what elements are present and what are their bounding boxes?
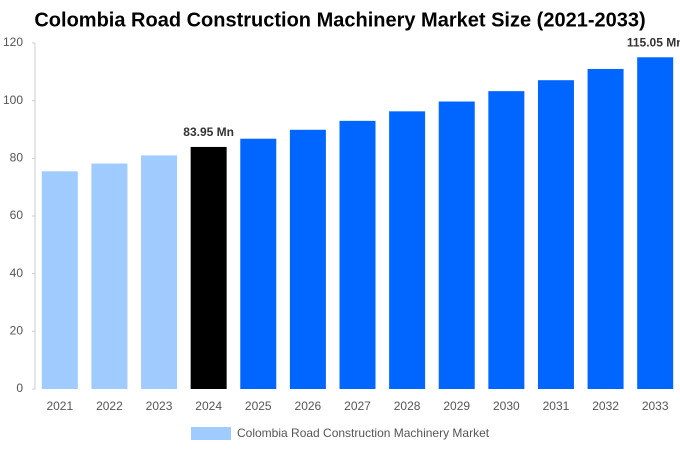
x-tick-label: 2021: [46, 399, 73, 413]
y-tick-label: 80: [10, 151, 24, 165]
x-tick-label: 2030: [493, 399, 520, 413]
bar: [537, 80, 574, 389]
x-tick-label: 2032: [592, 399, 619, 413]
x-tick-label: 2028: [394, 399, 421, 413]
bar: [587, 68, 624, 389]
y-tick-label: 40: [10, 266, 24, 280]
chart-title: Colombia Road Construction Machinery Mar…: [34, 9, 645, 31]
legend-label: Colombia Road Construction Machinery Mar…: [237, 426, 490, 440]
x-tick-label: 2033: [642, 399, 669, 413]
bar: [41, 171, 78, 389]
value-label: 115.05 Mn: [627, 35, 680, 49]
bar: [190, 146, 227, 389]
bar: [91, 163, 128, 389]
y-tick-label: 120: [3, 35, 23, 49]
y-tick-label: 20: [10, 324, 24, 338]
x-tick-label: 2024: [195, 399, 222, 413]
x-tick-label: 2022: [96, 399, 123, 413]
bar: [637, 57, 674, 390]
bar: [240, 138, 277, 389]
bar: [389, 111, 426, 390]
bar: [141, 155, 178, 389]
x-tick-label: 2025: [245, 399, 272, 413]
y-tick-label: 60: [10, 208, 24, 222]
legend-swatch: [191, 427, 231, 440]
x-tick-label: 2023: [146, 399, 173, 413]
x-tick-label: 2027: [344, 399, 371, 413]
x-tick-label: 2031: [543, 399, 570, 413]
y-tick-label: 0: [16, 381, 23, 395]
y-tick-label: 100: [3, 93, 23, 107]
bar: [339, 120, 376, 389]
bar: [488, 91, 525, 389]
x-tick-label: 2029: [443, 399, 470, 413]
value-label: 83.95 Mn: [183, 125, 234, 139]
bar: [289, 129, 326, 389]
bar: [438, 101, 475, 389]
x-tick-label: 2026: [295, 399, 322, 413]
